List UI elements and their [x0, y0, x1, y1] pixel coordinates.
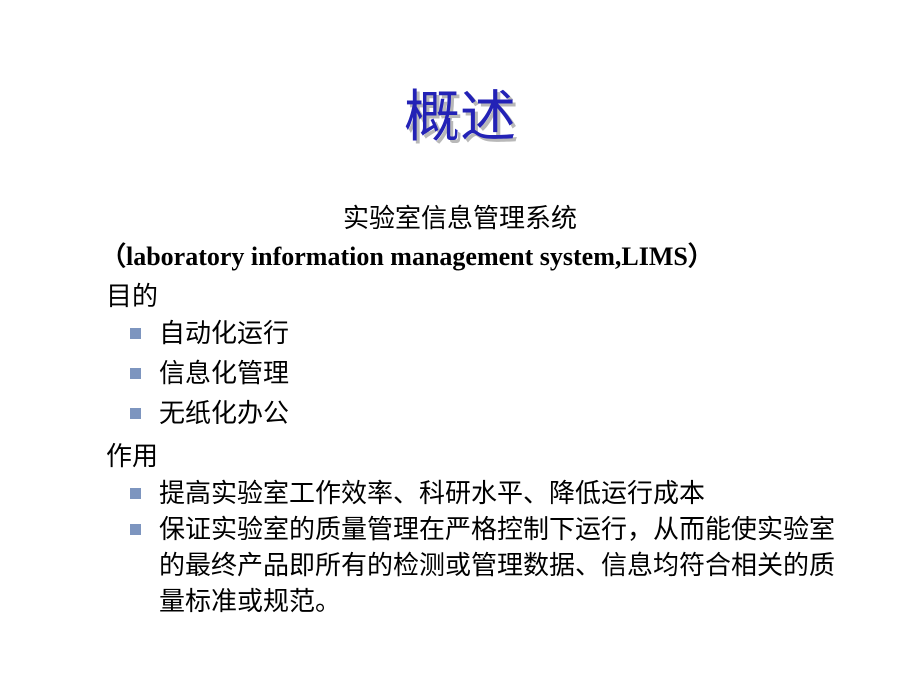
- bullet-text: 自动化运行: [159, 316, 852, 352]
- list-item: 保证实验室的质量管理在严格控制下运行，从而能使实验室的最终产品即所有的检测或管理…: [130, 512, 852, 620]
- bullet-icon: [130, 328, 141, 339]
- section-label-purpose: 目的: [106, 276, 158, 313]
- bullet-text: 无纸化办公: [159, 396, 852, 432]
- subtitle-line-1: 实验室信息管理系统: [0, 198, 920, 235]
- bullet-icon: [130, 488, 141, 499]
- bullet-text: 提高实验室工作效率、科研水平、降低运行成本: [159, 476, 852, 512]
- section-label-function: 作用: [106, 436, 158, 473]
- slide-title: 概述: [0, 72, 920, 153]
- list-item: 提高实验室工作效率、科研水平、降低运行成本: [130, 476, 852, 512]
- subtitle-line-2: （laboratory information management syste…: [100, 236, 920, 273]
- bullet-icon: [130, 368, 141, 379]
- bullet-icon: [130, 524, 141, 535]
- list-item: 自动化运行: [130, 316, 852, 352]
- bullet-icon: [130, 408, 141, 419]
- bullet-text: 信息化管理: [159, 356, 852, 392]
- list-item: 无纸化办公: [130, 396, 852, 432]
- bullet-text: 保证实验室的质量管理在严格控制下运行，从而能使实验室的最终产品即所有的检测或管理…: [159, 512, 852, 620]
- list-item: 信息化管理: [130, 356, 852, 392]
